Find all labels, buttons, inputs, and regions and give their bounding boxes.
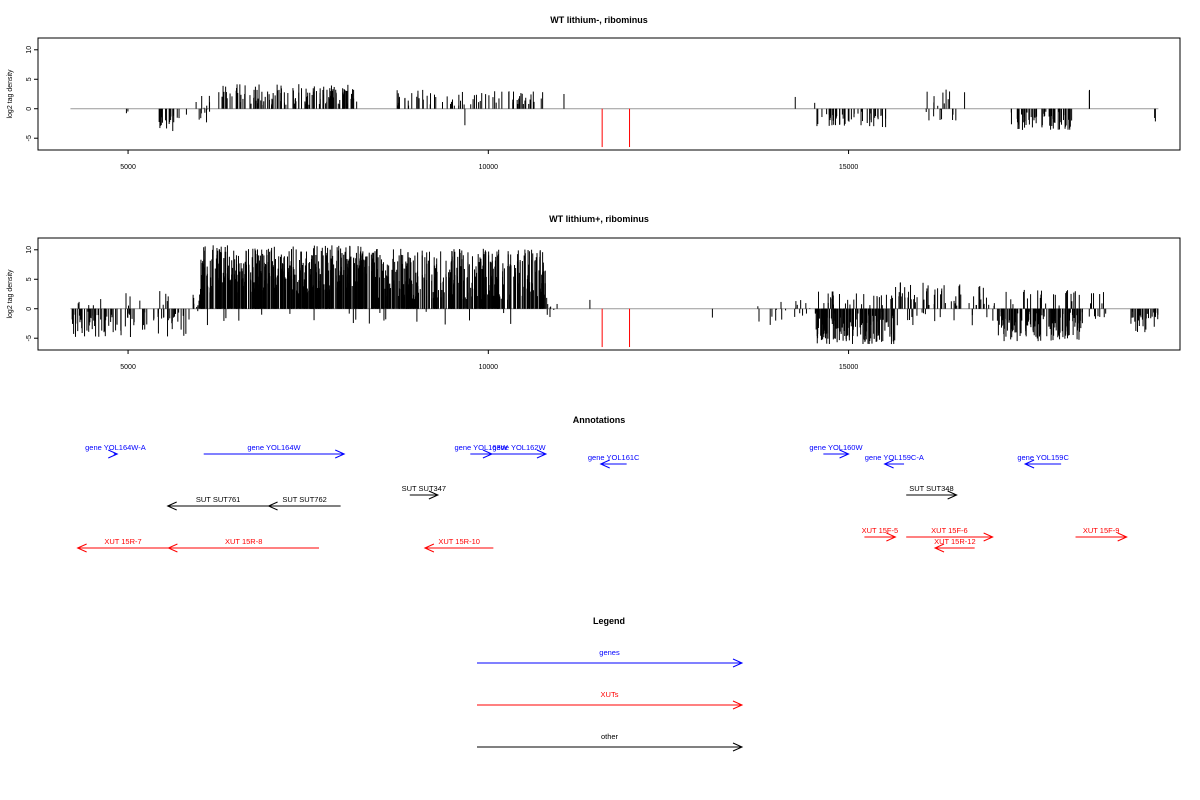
track-panel-1: WT lithium+, ribominus log2 tag density -5… — [7, 214, 1181, 371]
panel-title: WT lithium-, ribominus — [550, 15, 648, 25]
feature-label: gene YOL161C — [588, 453, 640, 462]
feature-label: XUT 15R-8 — [225, 537, 262, 546]
arrow-left-icon — [166, 501, 177, 511]
feature-gene: gene YOL162W — [491, 443, 548, 459]
y-axis-label: log2 tag density — [7, 69, 14, 119]
feature-label: gene YOL164W — [247, 443, 301, 452]
legend-label: other — [601, 732, 619, 741]
feature-xut: XUT 15R-12 — [933, 537, 976, 553]
feature-xut: XUT 15R-10 — [423, 537, 494, 553]
feature-label: gene YOL163W — [454, 443, 508, 452]
arrow-left-icon — [267, 501, 278, 511]
arrow-right-icon — [732, 742, 744, 752]
feature-xut: XUT 15F-9 — [1075, 526, 1128, 542]
arrow-left-icon — [599, 459, 610, 469]
arrow-right-icon — [335, 449, 346, 459]
x-tick-label: 10000 — [479, 364, 499, 371]
y-axis-label: log2 tag density — [7, 269, 14, 319]
arrow-right-icon — [732, 658, 744, 668]
feature-label: SUT SUT761 — [196, 495, 240, 504]
arrow-left-icon — [423, 543, 435, 553]
legend-label: genes — [599, 648, 620, 657]
legend-title: Legend — [593, 616, 625, 626]
arrow-right-icon — [536, 449, 548, 459]
feature-gene: gene YOL160W — [809, 443, 863, 459]
feature-label: SUT SUT347 — [402, 484, 446, 493]
feature-gene: gene YOL164W-A — [85, 443, 146, 459]
arrow-left-icon — [76, 543, 87, 553]
legend-entry: XUTs — [477, 690, 744, 710]
feature-xut: XUT 15F-5 — [862, 526, 899, 542]
legend-entry: genes — [477, 648, 744, 668]
feature-gene: gene YOL164W — [203, 443, 346, 459]
arrow-left-icon — [883, 459, 894, 469]
feature-xut: XUT 15R-8 — [167, 537, 319, 553]
y-tick-label: -5 — [26, 135, 33, 141]
feature-label: gene YOL164W-A — [85, 443, 146, 452]
arrow-left-icon — [933, 543, 945, 553]
arrow-right-icon — [428, 490, 440, 500]
arrow-right-icon — [108, 449, 119, 459]
feature-other: SUT SUT347 — [402, 484, 446, 500]
feature-label: XUT 15R-7 — [104, 537, 141, 546]
annotations-panel: Annotations gene YOL164W-A gene YOL164W gen… — [76, 415, 1128, 553]
feature-xut: XUT 15F-6 — [906, 526, 994, 542]
feature-other: SUT SUT348 — [906, 484, 958, 500]
arrow-right-icon — [983, 532, 994, 542]
arrow-right-icon — [1117, 532, 1128, 542]
y-tick-label: 0 — [26, 107, 33, 111]
x-tick-label: 15000 — [839, 364, 859, 371]
arrow-left-icon — [167, 543, 178, 553]
feature-other: SUT SUT761 — [166, 495, 269, 511]
y-tick-label: 5 — [26, 277, 33, 281]
annotations-title: Annotations — [573, 415, 626, 425]
arrow-right-icon — [732, 700, 744, 710]
y-tick-label: 10 — [26, 46, 33, 54]
y-tick-label: 5 — [26, 77, 33, 81]
feature-gene: gene YOL159C-A — [865, 453, 924, 469]
feature-label: XUT 15R-12 — [934, 537, 976, 546]
feature-label: gene YOL159C — [1017, 453, 1069, 462]
feature-label: XUT 15F-9 — [1083, 526, 1120, 535]
feature-gene: gene YOL161C — [588, 453, 640, 469]
feature-other: SUT SUT762 — [267, 495, 341, 511]
plot-frame — [37, 237, 1181, 351]
feature-gene: gene YOL159C — [1017, 453, 1069, 469]
x-tick-label: 5000 — [120, 164, 136, 171]
feature-xut: XUT 15R-7 — [76, 537, 169, 553]
feature-label: SUT SUT762 — [282, 495, 326, 504]
arrow-right-icon — [947, 490, 958, 500]
feature-label: gene YOL160W — [809, 443, 863, 452]
y-tick-label: -5 — [26, 335, 33, 341]
feature-label: gene YOL162W — [492, 443, 546, 452]
feature-label: XUT 15F-5 — [862, 526, 899, 535]
y-tick-label: 0 — [26, 307, 33, 311]
feature-label: gene YOL159C-A — [865, 453, 924, 462]
arrow-right-icon — [886, 532, 897, 542]
feature-label: SUT SUT348 — [909, 484, 953, 493]
feature-label: XUT 15F-6 — [931, 526, 968, 535]
x-tick-label: 10000 — [479, 164, 499, 171]
legend-entry: other — [477, 732, 744, 752]
x-tick-label: 5000 — [120, 364, 136, 371]
arrow-left-icon — [1023, 459, 1035, 469]
track-panel-0: WT lithium-, ribominus log2 tag density -5… — [7, 15, 1181, 171]
arrow-right-icon — [839, 449, 850, 459]
legend-panel: Legend genes XUTs other — [477, 616, 744, 752]
panel-title: WT lithium+, ribominus — [549, 214, 649, 224]
feature-label: XUT 15R-10 — [438, 537, 480, 546]
x-tick-label: 15000 — [839, 164, 859, 171]
plot-frame — [37, 37, 1181, 151]
y-tick-label: 10 — [26, 246, 33, 254]
legend-label: XUTs — [601, 690, 619, 699]
